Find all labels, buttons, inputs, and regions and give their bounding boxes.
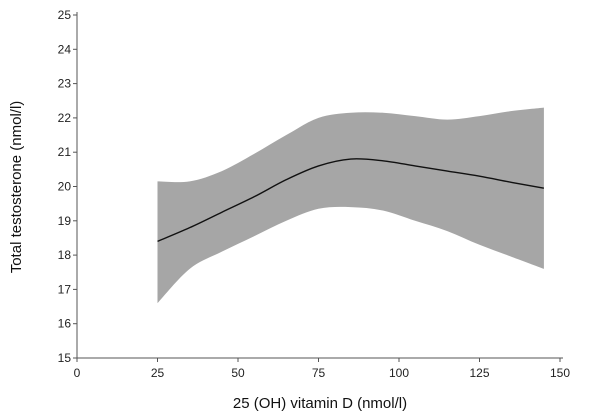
trend-line-layer xyxy=(157,158,545,243)
y-tick-label: 19 xyxy=(58,214,72,228)
y-tick-label: 21 xyxy=(58,145,72,159)
x-tick-label: 50 xyxy=(231,366,245,380)
y-tick-label: 15 xyxy=(58,351,72,365)
x-tick-label: 125 xyxy=(469,366,489,380)
y-tick-label: 22 xyxy=(58,111,72,125)
x-tick-label: 75 xyxy=(312,366,326,380)
trend-line xyxy=(157,158,545,243)
x-tick-label: 150 xyxy=(550,366,570,380)
y-tick-label: 18 xyxy=(58,248,72,262)
x-tick-label: 0 xyxy=(74,366,81,380)
confidence-band-layer xyxy=(157,107,544,304)
y-tick-label: 25 xyxy=(58,8,72,22)
y-tick-label: 23 xyxy=(58,77,72,91)
confidence-band xyxy=(157,107,544,304)
y-axis-title: Total testosterone (nmol/l) xyxy=(8,101,25,274)
x-tick-label: 25 xyxy=(151,366,165,380)
y-tick-label: 17 xyxy=(58,282,72,296)
axes: 15 16 17 18 19 20 21 22 23 24 25 0 25 50 75 100 125 150 xyxy=(58,8,571,380)
y-tick-label: 16 xyxy=(58,317,72,331)
x-tick-label: 100 xyxy=(389,366,409,380)
y-tick-label: 20 xyxy=(58,180,72,194)
y-tick-label: 24 xyxy=(58,42,72,56)
x-axis-title: 25 (OH) vitamin D (nmol/l) xyxy=(233,395,407,412)
